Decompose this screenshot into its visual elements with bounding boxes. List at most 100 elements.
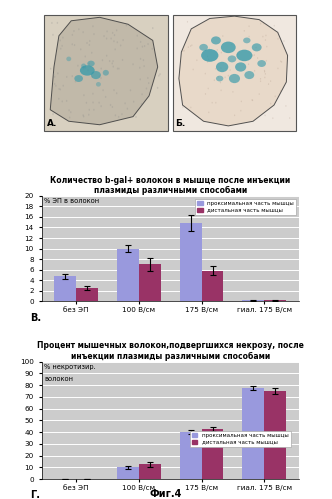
Ellipse shape xyxy=(208,58,209,60)
Ellipse shape xyxy=(66,76,67,78)
Ellipse shape xyxy=(228,55,236,62)
Ellipse shape xyxy=(196,59,198,61)
Ellipse shape xyxy=(118,67,120,70)
Ellipse shape xyxy=(120,44,122,46)
Ellipse shape xyxy=(146,87,147,89)
Text: Б.: Б. xyxy=(175,119,186,128)
Ellipse shape xyxy=(221,41,236,53)
Bar xyxy=(117,249,139,301)
Ellipse shape xyxy=(222,35,223,37)
Ellipse shape xyxy=(275,95,276,97)
Ellipse shape xyxy=(126,24,127,26)
Ellipse shape xyxy=(141,93,143,95)
Ellipse shape xyxy=(77,65,79,67)
Ellipse shape xyxy=(214,79,215,81)
Ellipse shape xyxy=(91,71,101,79)
Ellipse shape xyxy=(100,105,102,107)
Ellipse shape xyxy=(87,69,89,71)
Ellipse shape xyxy=(89,40,91,42)
Ellipse shape xyxy=(98,102,100,104)
Ellipse shape xyxy=(126,108,128,110)
Ellipse shape xyxy=(52,113,54,115)
Ellipse shape xyxy=(124,102,126,104)
Ellipse shape xyxy=(83,94,85,96)
Legend: проксимальная часть мышцы, дистальная часть мышцы: проксимальная часть мышцы, дистальная ча… xyxy=(190,431,291,447)
Ellipse shape xyxy=(59,39,61,41)
Ellipse shape xyxy=(115,48,116,50)
Bar xyxy=(202,429,223,479)
Ellipse shape xyxy=(265,34,267,36)
Ellipse shape xyxy=(231,43,232,45)
Ellipse shape xyxy=(112,106,113,108)
Ellipse shape xyxy=(184,50,185,51)
Bar xyxy=(264,300,286,301)
Ellipse shape xyxy=(62,85,64,87)
Ellipse shape xyxy=(136,47,138,49)
Ellipse shape xyxy=(207,55,208,57)
Ellipse shape xyxy=(55,56,56,58)
Ellipse shape xyxy=(259,93,260,95)
Bar xyxy=(180,223,202,301)
Ellipse shape xyxy=(80,65,95,76)
Ellipse shape xyxy=(139,67,140,69)
Ellipse shape xyxy=(70,111,71,113)
Ellipse shape xyxy=(92,93,94,95)
Ellipse shape xyxy=(257,60,266,67)
Text: Г.: Г. xyxy=(31,491,41,499)
Ellipse shape xyxy=(193,69,194,70)
Ellipse shape xyxy=(93,33,95,35)
Ellipse shape xyxy=(260,78,261,80)
Ellipse shape xyxy=(274,25,275,26)
Bar xyxy=(54,276,76,301)
Ellipse shape xyxy=(75,80,76,82)
Ellipse shape xyxy=(151,48,153,50)
Ellipse shape xyxy=(114,34,115,36)
Ellipse shape xyxy=(265,114,266,116)
Ellipse shape xyxy=(218,76,219,78)
Bar xyxy=(242,300,264,301)
Ellipse shape xyxy=(85,67,86,69)
Ellipse shape xyxy=(208,47,210,49)
Ellipse shape xyxy=(117,67,118,69)
Ellipse shape xyxy=(143,59,144,61)
Ellipse shape xyxy=(74,75,83,82)
Ellipse shape xyxy=(243,37,251,43)
Ellipse shape xyxy=(248,63,249,65)
Ellipse shape xyxy=(187,21,188,22)
Ellipse shape xyxy=(92,101,94,103)
Ellipse shape xyxy=(88,114,90,116)
Ellipse shape xyxy=(216,49,218,51)
Title: Процент мышечных волокон,подвергшихся некрозу, после
инъекции плазмиды различным: Процент мышечных волокон,подвергшихся не… xyxy=(37,341,303,361)
Ellipse shape xyxy=(248,35,250,37)
Ellipse shape xyxy=(281,61,282,63)
Ellipse shape xyxy=(216,62,228,72)
Ellipse shape xyxy=(142,45,143,48)
Ellipse shape xyxy=(232,91,233,93)
Ellipse shape xyxy=(57,22,58,24)
Ellipse shape xyxy=(112,60,114,62)
Ellipse shape xyxy=(102,59,103,61)
Ellipse shape xyxy=(220,67,221,69)
Ellipse shape xyxy=(229,69,231,71)
Ellipse shape xyxy=(106,30,108,32)
Ellipse shape xyxy=(112,32,114,34)
Ellipse shape xyxy=(251,99,253,101)
Ellipse shape xyxy=(147,77,149,79)
Ellipse shape xyxy=(52,34,54,36)
Ellipse shape xyxy=(132,63,134,65)
Ellipse shape xyxy=(93,109,95,111)
FancyBboxPatch shape xyxy=(44,15,168,131)
Ellipse shape xyxy=(80,48,81,50)
Ellipse shape xyxy=(191,44,193,46)
Ellipse shape xyxy=(158,75,160,77)
Ellipse shape xyxy=(235,62,246,71)
Ellipse shape xyxy=(122,59,123,61)
Ellipse shape xyxy=(182,50,184,52)
Ellipse shape xyxy=(188,46,189,48)
Ellipse shape xyxy=(265,39,266,41)
Ellipse shape xyxy=(82,114,84,116)
Ellipse shape xyxy=(50,68,51,70)
Ellipse shape xyxy=(215,102,216,104)
Ellipse shape xyxy=(270,80,271,82)
Ellipse shape xyxy=(105,96,106,98)
